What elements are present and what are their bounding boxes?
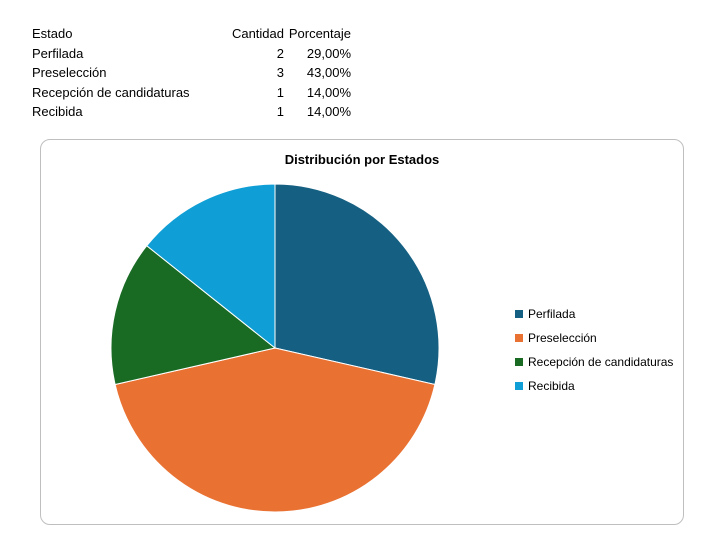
pie-slice-preselecci-n[interactable] — [114, 347, 436, 513]
table-row: Recibida 1 14,00% — [32, 102, 351, 122]
legend-label: Preselección — [528, 331, 597, 345]
chart-container[interactable]: Distribución por Estados Perfilada Presel… — [40, 139, 684, 525]
data-table: Estado Cantidad Porcentaje Perfilada 2 2… — [32, 24, 351, 122]
header-cantidad: Cantidad — [231, 26, 284, 42]
table-header-row: Estado Cantidad Porcentaje — [32, 24, 351, 44]
chart-legend: Perfilada Preselección Recepción de candid… — [515, 302, 673, 398]
cell-porcentaje: 43,00% — [306, 65, 351, 81]
pie-chart — [110, 183, 440, 513]
legend-item[interactable]: Recepción de candidaturas — [515, 350, 673, 374]
pie-slice-perfilada[interactable] — [274, 183, 440, 386]
cell-cantidad: 1 — [276, 84, 284, 100]
legend-swatch — [515, 382, 523, 390]
legend-swatch — [515, 334, 523, 342]
table-row: Recepción de candidaturas 1 14,00% — [32, 83, 351, 103]
legend-item[interactable]: Recibida — [515, 374, 673, 398]
cell-cantidad: 1 — [276, 104, 284, 120]
cell-estado: Recibida — [32, 104, 83, 120]
cell-cantidad: 3 — [276, 65, 284, 81]
cell-porcentaje: 14,00% — [306, 104, 351, 120]
legend-item[interactable]: Perfilada — [515, 302, 673, 326]
table-row: Preselección 3 43,00% — [32, 63, 351, 83]
pie-slice-recibida[interactable] — [146, 183, 276, 350]
chart-title: Distribución por Estados — [284, 152, 440, 167]
cell-estado: Recepción de candidaturas — [32, 84, 190, 100]
table-row: Perfilada 2 29,00% — [32, 44, 351, 64]
header-porcentaje: Porcentaje — [288, 26, 351, 42]
legend-swatch — [515, 358, 523, 366]
legend-label: Perfilada — [528, 307, 576, 321]
cell-cantidad: 2 — [276, 45, 284, 61]
cell-estado: Perfilada — [32, 45, 84, 61]
cell-estado: Preselección — [32, 65, 107, 81]
cell-porcentaje: 29,00% — [306, 45, 351, 61]
legend-label: Recepción de candidaturas — [528, 355, 674, 369]
legend-swatch — [515, 310, 523, 318]
pie-slice-recepci-n-de-candidaturas[interactable] — [110, 245, 277, 386]
header-estado: Estado — [32, 26, 73, 42]
cell-porcentaje: 14,00% — [306, 84, 351, 100]
legend-label: Recibida — [528, 379, 575, 393]
legend-item[interactable]: Preselección — [515, 326, 673, 350]
